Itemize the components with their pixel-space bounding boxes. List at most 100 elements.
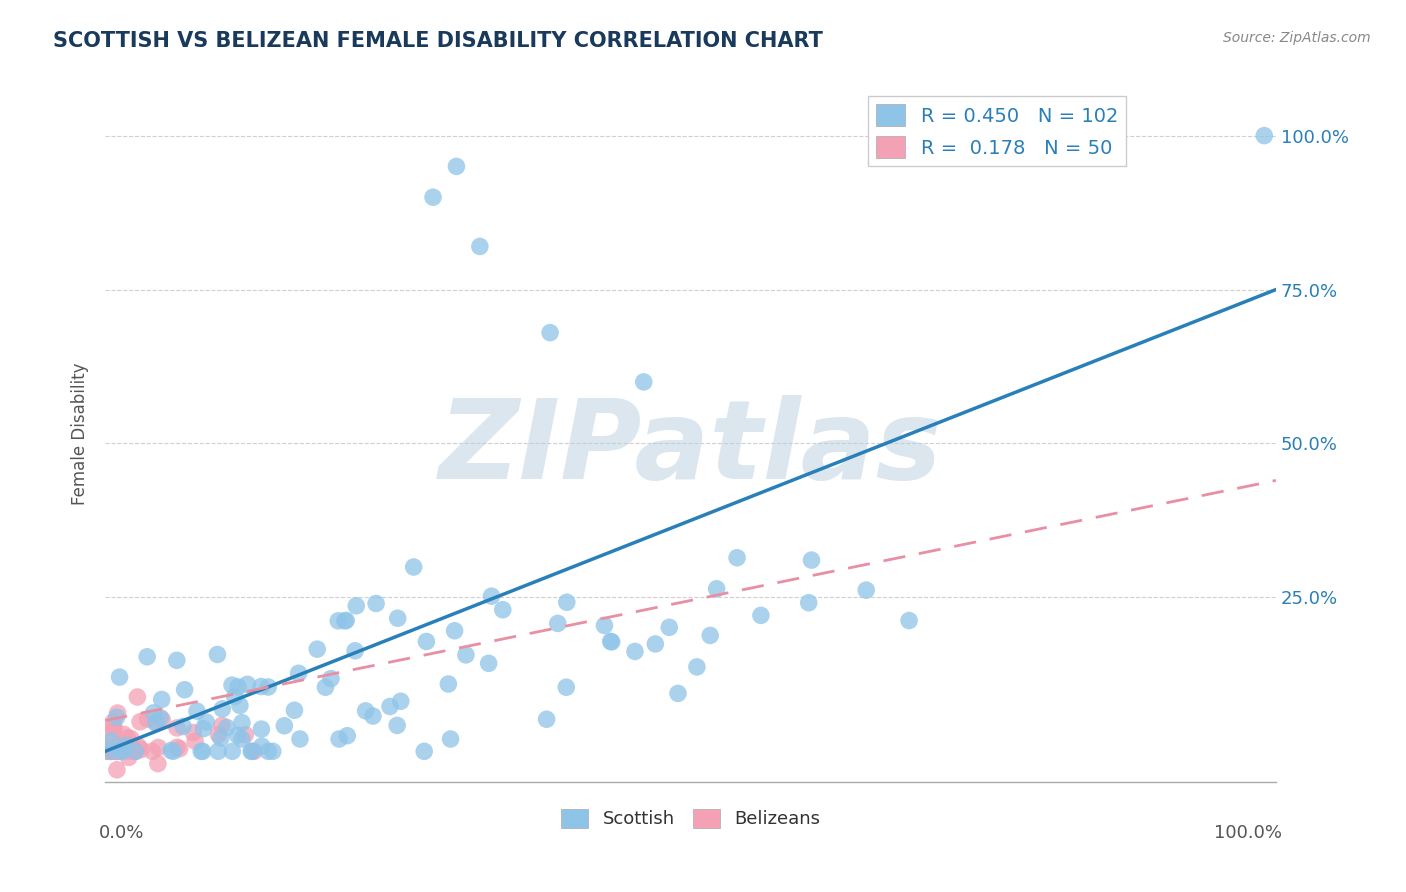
Point bbox=[226, 728, 249, 742]
Point bbox=[231, 731, 253, 746]
Point bbox=[658, 620, 681, 634]
Point bbox=[100, 744, 122, 758]
Point bbox=[145, 716, 167, 731]
Point bbox=[193, 722, 215, 736]
Point bbox=[129, 742, 152, 756]
Point bbox=[439, 731, 461, 746]
Point bbox=[195, 714, 218, 729]
Point bbox=[706, 582, 728, 596]
Point bbox=[749, 608, 772, 623]
Point bbox=[112, 727, 135, 741]
Point bbox=[536, 712, 558, 726]
Point bbox=[162, 744, 184, 758]
Point bbox=[207, 648, 229, 662]
Point bbox=[240, 744, 263, 758]
Point bbox=[117, 731, 139, 745]
Point bbox=[307, 642, 329, 657]
Point bbox=[124, 744, 146, 758]
Point bbox=[160, 743, 183, 757]
Point bbox=[221, 678, 243, 692]
Point bbox=[236, 677, 259, 691]
Point bbox=[148, 740, 170, 755]
Point bbox=[96, 744, 118, 758]
Point bbox=[699, 628, 721, 642]
Point bbox=[149, 711, 172, 725]
Point bbox=[104, 744, 127, 758]
Point bbox=[114, 740, 136, 755]
Point bbox=[150, 692, 173, 706]
Legend: Scottish, Belizeans: Scottish, Belizeans bbox=[554, 802, 827, 836]
Point bbox=[127, 739, 149, 754]
Point bbox=[328, 614, 350, 628]
Point bbox=[335, 614, 357, 628]
Point bbox=[124, 744, 146, 758]
Point bbox=[136, 712, 159, 726]
Point bbox=[100, 744, 122, 758]
Text: 0.0%: 0.0% bbox=[100, 824, 145, 842]
Point bbox=[686, 660, 709, 674]
Y-axis label: Female Disability: Female Disability bbox=[72, 363, 89, 506]
Point bbox=[240, 744, 263, 758]
Point bbox=[283, 703, 305, 717]
Point bbox=[898, 614, 921, 628]
Point bbox=[446, 160, 468, 174]
Point bbox=[124, 744, 146, 758]
Point bbox=[800, 553, 823, 567]
Point bbox=[190, 744, 212, 758]
Point bbox=[624, 644, 647, 658]
Point bbox=[211, 718, 233, 732]
Point bbox=[191, 744, 214, 758]
Point bbox=[333, 614, 356, 628]
Point bbox=[207, 744, 229, 758]
Point bbox=[103, 714, 125, 729]
Point bbox=[181, 725, 204, 739]
Point bbox=[402, 560, 425, 574]
Point bbox=[172, 719, 194, 733]
Point bbox=[387, 611, 409, 625]
Point bbox=[108, 738, 131, 752]
Point bbox=[129, 714, 152, 729]
Point bbox=[209, 731, 232, 746]
Point bbox=[385, 718, 408, 732]
Text: SCOTTISH VS BELIZEAN FEMALE DISABILITY CORRELATION CHART: SCOTTISH VS BELIZEAN FEMALE DISABILITY C… bbox=[53, 31, 824, 51]
Point bbox=[481, 589, 503, 603]
Point bbox=[105, 710, 128, 724]
Point bbox=[142, 706, 165, 720]
Point bbox=[547, 616, 569, 631]
Point bbox=[104, 744, 127, 758]
Point bbox=[100, 734, 122, 748]
Point bbox=[361, 709, 384, 723]
Point bbox=[108, 670, 131, 684]
Point bbox=[96, 739, 118, 754]
Point bbox=[257, 680, 280, 694]
Point bbox=[169, 741, 191, 756]
Point bbox=[633, 375, 655, 389]
Point bbox=[111, 744, 134, 758]
Point bbox=[287, 666, 309, 681]
Point bbox=[328, 731, 350, 746]
Point bbox=[120, 731, 142, 746]
Point bbox=[103, 721, 125, 735]
Point bbox=[250, 739, 273, 754]
Point bbox=[166, 740, 188, 755]
Point bbox=[107, 744, 129, 758]
Point bbox=[105, 763, 128, 777]
Point bbox=[166, 721, 188, 735]
Point bbox=[186, 704, 208, 718]
Point bbox=[96, 743, 118, 757]
Point bbox=[478, 657, 501, 671]
Point bbox=[288, 731, 311, 746]
Point bbox=[599, 634, 621, 648]
Point bbox=[233, 728, 256, 742]
Point bbox=[184, 734, 207, 748]
Point bbox=[250, 680, 273, 694]
Point bbox=[314, 680, 336, 694]
Point bbox=[593, 618, 616, 632]
Point bbox=[226, 680, 249, 694]
Point bbox=[725, 550, 748, 565]
Point bbox=[666, 686, 689, 700]
Point bbox=[136, 649, 159, 664]
Point bbox=[364, 597, 387, 611]
Point bbox=[207, 727, 229, 741]
Point bbox=[166, 653, 188, 667]
